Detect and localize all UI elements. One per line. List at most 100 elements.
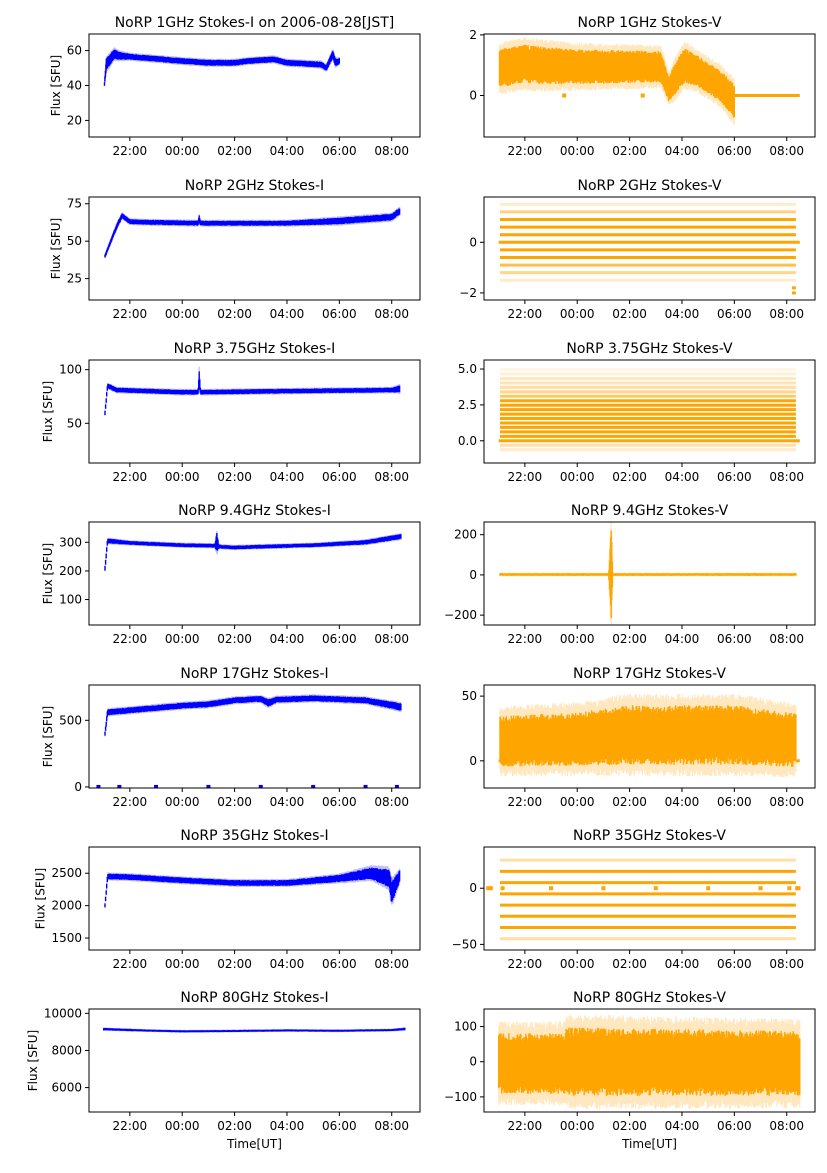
axes-frame [483, 196, 816, 301]
subplot-1: NoRP 1GHz Stokes-I on 2006-08-28[JST] 22:… [49, 15, 421, 158]
x-tick-label: 22:00 [113, 1119, 148, 1133]
y-tick-label: 500 [59, 713, 82, 727]
x-tick-label: 22:00 [508, 957, 543, 971]
data-marker [394, 784, 399, 788]
data-layer [104, 865, 401, 909]
data-marker [758, 886, 763, 891]
data-outliers [103, 47, 340, 87]
y-tick-label: 8000 [51, 1043, 82, 1057]
y-tick-label: 25 [67, 272, 82, 286]
data-band [103, 1027, 406, 1033]
x-tick-label: 02:00 [612, 1119, 647, 1133]
y-tick-label: 100 [59, 363, 82, 377]
x-tick-label: 02:00 [612, 470, 647, 484]
x-tick-label: 08:00 [769, 144, 804, 158]
x-tick-label: 04:00 [665, 632, 700, 646]
data-layer [498, 37, 800, 126]
data-layer [96, 694, 402, 788]
x-tick-label: 00:00 [560, 795, 595, 809]
data-marker [601, 886, 606, 891]
subplot-title: NoRP 2GHz Stokes-I [185, 178, 324, 194]
subplot-7: NoRP 9.4GHz Stokes-I 22:00 00:00 02:00 04:00… [41, 503, 421, 646]
subplot-4: NoRP 2GHz Stokes-V 22:00 00:00 02:00 04:00 06… [459, 178, 816, 321]
axes-frame [88, 33, 421, 138]
axes-frame [483, 521, 816, 626]
axes-frame [88, 1008, 421, 1113]
data-marker [363, 784, 368, 788]
data-layer [498, 202, 800, 295]
data-marker [488, 886, 493, 891]
axes-frame [88, 846, 421, 951]
x-tick-label: 06:00 [322, 957, 357, 971]
y-tick-label: 6000 [51, 1081, 82, 1095]
data-band [104, 208, 401, 258]
y-tick-label: 200 [59, 564, 82, 578]
x-tick-label: 06:00 [717, 470, 752, 484]
y-axis-label: Flux [SFU] [41, 381, 55, 442]
subplot-10: NoRP 17GHz Stokes-V 22:00 00:00 02:00 04:00 0… [462, 666, 816, 809]
subplot-14: NoRP 80GHz Stokes-V 22:00 00:00 02:00 04:00 0… [444, 990, 816, 1151]
data-band [499, 705, 797, 767]
axes-frame [88, 521, 421, 626]
y-tick-label: 40 [67, 79, 82, 93]
x-tick-label: 00:00 [165, 470, 200, 484]
y-tick-label: 0 [74, 780, 82, 794]
x-tick-label: 06:00 [717, 1119, 752, 1133]
y-tick-label: 0 [469, 568, 477, 582]
x-tick-label: 08:00 [769, 470, 804, 484]
data-marker [549, 886, 554, 891]
y-tick-label: 10000 [44, 1006, 82, 1020]
y-tick-label: 0 [469, 754, 477, 768]
x-tick-label: 04:00 [270, 957, 305, 971]
x-tick-label: 06:00 [322, 307, 357, 321]
x-tick-label: 06:00 [322, 632, 357, 646]
subplot-6: NoRP 3.75GHz Stokes-V 22:00 00:00 02:00 04:0… [458, 341, 816, 484]
x-tick-label: 08:00 [769, 632, 804, 646]
data-layer [104, 366, 401, 416]
x-tick-label: 02:00 [217, 795, 252, 809]
subplot-3: NoRP 2GHz Stokes-I 22:00 00:00 02:00 04:00 06… [49, 178, 421, 321]
x-tick-label: 00:00 [165, 307, 200, 321]
y-tick-label: 2500 [51, 866, 82, 880]
y-axis-label: Flux [SFU] [41, 706, 55, 767]
data-marker [640, 93, 645, 98]
x-tick-label: 04:00 [665, 470, 700, 484]
data-band [498, 44, 735, 118]
data-layer [104, 530, 402, 572]
x-tick-label: 08:00 [374, 470, 409, 484]
x-tick-label: 04:00 [665, 1119, 700, 1133]
x-tick-label: 08:00 [769, 957, 804, 971]
y-tick-label: 100 [59, 593, 82, 607]
data-marker [258, 784, 263, 788]
x-tick-label: 04:00 [270, 307, 305, 321]
x-tick-label: 06:00 [717, 307, 752, 321]
x-tick-label: 02:00 [612, 632, 647, 646]
x-tick-label: 04:00 [270, 632, 305, 646]
x-axis-label: Time[UT] [621, 1137, 677, 1151]
y-tick-label: −50 [452, 937, 477, 951]
x-tick-label: 04:00 [665, 957, 700, 971]
subplot-title: NoRP 1GHz Stokes-I on 2006-08-28[JST] [115, 15, 395, 31]
data-marker [486, 886, 491, 891]
x-tick-label: 08:00 [769, 307, 804, 321]
data-layer [104, 206, 401, 259]
x-tick-label: 04:00 [270, 144, 305, 158]
x-tick-label: 00:00 [560, 1119, 595, 1133]
y-tick-label: 300 [59, 535, 82, 549]
x-tick-label: 02:00 [217, 1119, 252, 1133]
data-marker [706, 886, 711, 891]
subplot-title: NoRP 9.4GHz Stokes-V [571, 503, 729, 519]
x-tick-label: 04:00 [270, 1119, 305, 1133]
subplot-title: NoRP 35GHz Stokes-I [180, 828, 328, 844]
y-tick-label: 1500 [51, 931, 82, 945]
x-tick-label: 00:00 [165, 1119, 200, 1133]
x-tick-label: 06:00 [717, 795, 752, 809]
y-tick-label: 0 [469, 881, 477, 895]
x-tick-label: 22:00 [508, 632, 543, 646]
data-marker [500, 886, 505, 891]
data-layer [498, 1014, 801, 1110]
x-tick-label: 08:00 [374, 307, 409, 321]
subplot-title: NoRP 3.75GHz Stokes-I [174, 341, 336, 357]
data-band [104, 867, 401, 908]
